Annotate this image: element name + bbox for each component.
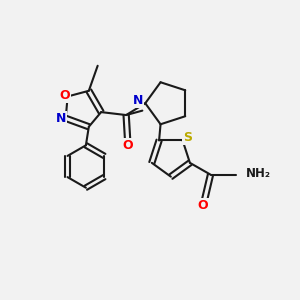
Text: N: N: [56, 112, 67, 125]
Text: O: O: [198, 199, 208, 212]
Text: O: O: [122, 140, 133, 152]
Text: N: N: [133, 94, 143, 107]
Text: NH₂: NH₂: [246, 167, 271, 180]
Text: O: O: [59, 88, 70, 101]
Text: S: S: [183, 131, 192, 144]
